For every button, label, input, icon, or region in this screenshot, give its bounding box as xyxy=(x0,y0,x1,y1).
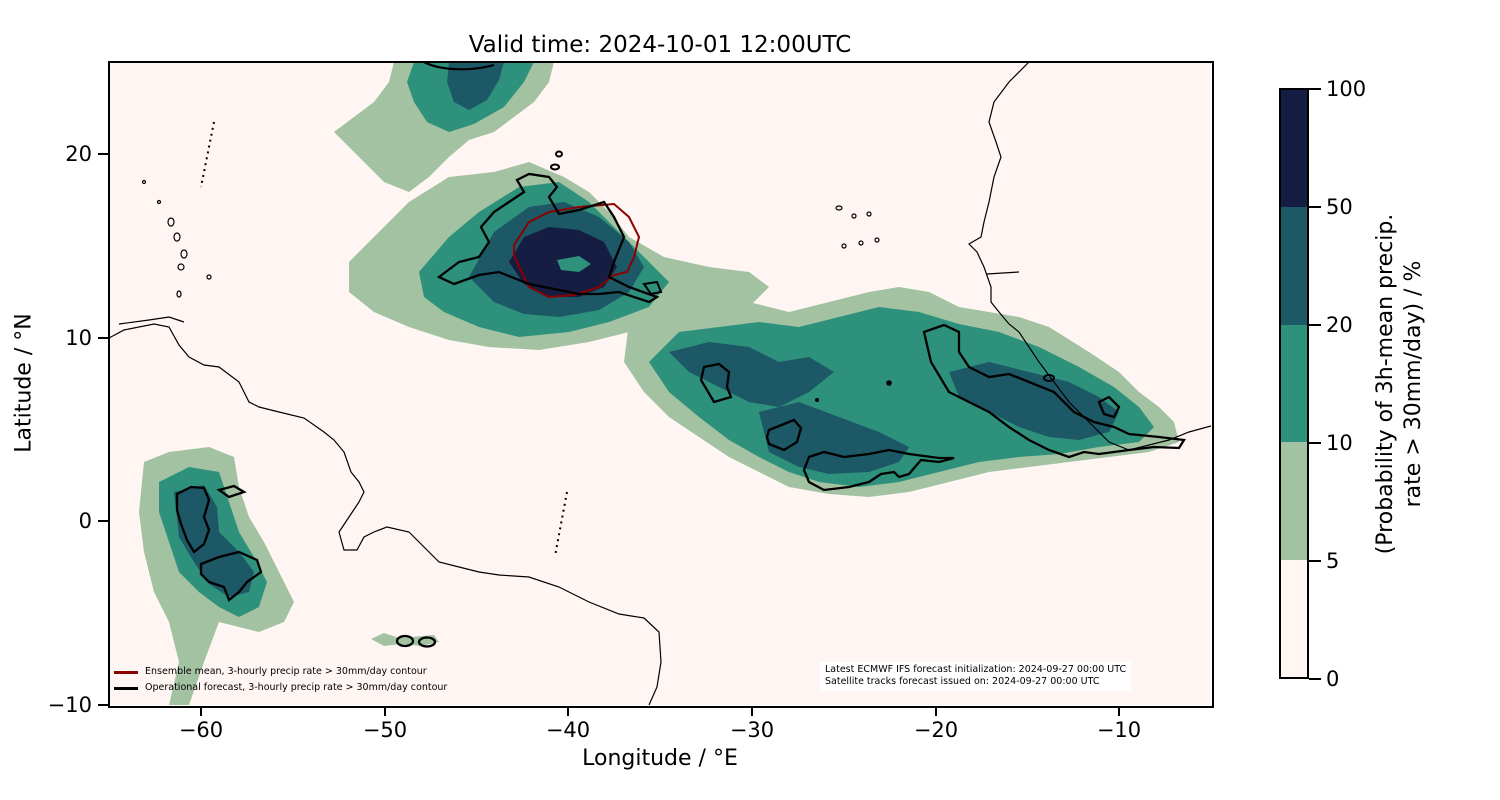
colorbar xyxy=(1279,88,1309,679)
colorbar-segment-50-100 xyxy=(1281,89,1307,208)
colorbar-label: 0 xyxy=(1326,667,1340,691)
legend-item-operational: Operational forecast, 3-hourly precip ra… xyxy=(114,680,447,696)
y-tick-label: 10 xyxy=(65,326,92,350)
y-tick xyxy=(98,520,108,522)
x-tick-label: −50 xyxy=(362,718,408,742)
colorbar-tick xyxy=(1309,560,1321,562)
y-tick xyxy=(98,704,108,706)
colorbar-label: 5 xyxy=(1326,549,1340,573)
legend-label: Ensemble mean, 3-hourly precip rate > 30… xyxy=(145,666,427,677)
x-axis-title: Longitude / °E xyxy=(582,746,738,771)
colorbar-tick xyxy=(1309,88,1321,90)
x-tick-label: −30 xyxy=(729,718,775,742)
colorbar-title-line1: (Probability of 3h-mean precip. xyxy=(1373,213,1398,555)
y-tick xyxy=(98,153,108,155)
cape-verde-islands xyxy=(835,205,880,249)
x-tick-label: −60 xyxy=(178,718,224,742)
x-tick xyxy=(935,706,937,716)
x-tick xyxy=(1118,706,1120,716)
northern-cluster xyxy=(349,150,769,350)
colorbar-tick xyxy=(1309,442,1321,444)
colorbar-segment-10-20 xyxy=(1281,324,1307,443)
colorbar-segment-20-50 xyxy=(1281,207,1307,325)
colorbar-segment-5-10 xyxy=(1281,442,1307,560)
x-tick xyxy=(751,706,753,716)
black-line-icon xyxy=(114,686,138,690)
x-tick-label: −20 xyxy=(913,718,959,742)
track-issue-text: Satellite tracks forecast issued on: 202… xyxy=(825,676,1100,687)
precip-probability-map xyxy=(109,62,1211,705)
legend-label: Operational forecast, 3-hourly precip ra… xyxy=(145,682,448,693)
colorbar-tick xyxy=(1309,324,1321,326)
map-plot-area xyxy=(109,62,1211,705)
satellite-tracks xyxy=(200,121,568,557)
red-line-icon xyxy=(114,670,138,674)
x-tick xyxy=(200,706,202,716)
coastlines xyxy=(109,62,1211,705)
western-cluster xyxy=(139,447,439,705)
colorbar-title: (Probability of 3h-mean precip. rate > 3… xyxy=(1372,214,1428,555)
colorbar-label: 20 xyxy=(1326,313,1353,337)
colorbar-label: 50 xyxy=(1326,195,1353,219)
y-tick-label: 20 xyxy=(65,142,92,166)
x-tick xyxy=(384,706,386,716)
y-tick-label: 0 xyxy=(78,509,92,533)
legend: Ensemble mean, 3-hourly precip rate > 30… xyxy=(114,664,447,696)
top-cluster xyxy=(334,62,554,192)
y-tick-label: −10 xyxy=(47,693,92,717)
forecast-info-box: Latest ECMWF IFS forecast initialization… xyxy=(820,662,1132,691)
colorbar-title-line2: rate > 30mm/day) / % xyxy=(1401,260,1426,508)
legend-item-ensemble: Ensemble mean, 3-hourly precip rate > 30… xyxy=(114,664,447,680)
init-time-text: Latest ECMWF IFS forecast initialization… xyxy=(825,664,1127,675)
x-tick-label: −10 xyxy=(1096,718,1142,742)
x-tick-label: −40 xyxy=(545,718,591,742)
figure-title: Valid time: 2024-10-01 12:00UTC xyxy=(468,32,852,58)
eastern-itcz-band xyxy=(624,287,1186,497)
y-axis-title: Latitude / °N xyxy=(11,313,37,453)
colorbar-segment-0-5 xyxy=(1281,559,1307,677)
colorbar-label: 100 xyxy=(1326,77,1367,101)
colorbar-tick xyxy=(1309,206,1321,208)
x-tick xyxy=(567,706,569,716)
colorbar-label: 10 xyxy=(1326,431,1353,455)
caribbean-islands xyxy=(118,179,212,325)
y-tick xyxy=(98,337,108,339)
colorbar-tick xyxy=(1309,678,1321,680)
